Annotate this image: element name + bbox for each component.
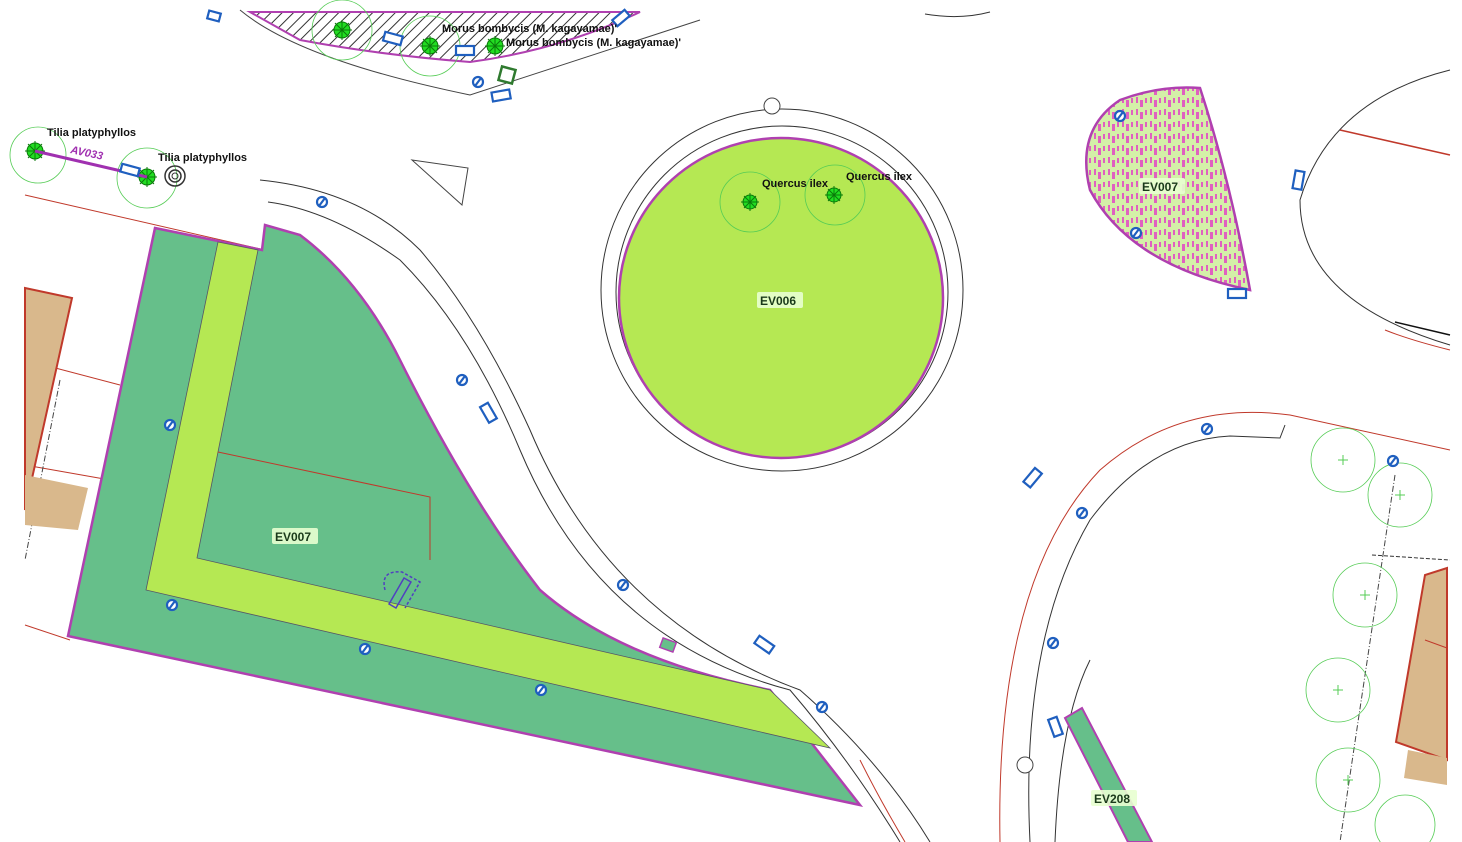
bin-icon <box>1075 506 1089 520</box>
bin-icon <box>315 195 329 209</box>
tree-labels: Morus bombycis (M. kagayamae)' Morus bom… <box>47 23 913 190</box>
bins[interactable] <box>163 75 1400 714</box>
bench-icon <box>1226 287 1248 300</box>
tree-symbol-icon[interactable] <box>825 186 843 204</box>
well-icon[interactable] <box>164 165 186 187</box>
bench-icon <box>1021 466 1044 490</box>
zone-ev208[interactable] <box>1063 706 1154 842</box>
tree-symbol-icon[interactable] <box>485 36 505 56</box>
bench-icon <box>1046 715 1065 739</box>
zone-code-label: EV007 <box>275 530 311 544</box>
zone-code-label: EV006 <box>760 294 796 308</box>
planter-icon[interactable] <box>496 64 518 86</box>
bin-icon <box>1200 422 1214 436</box>
zone-code-label: EV007 <box>1142 180 1178 194</box>
bin-icon <box>165 598 179 612</box>
tree-symbol-icon[interactable] <box>741 193 759 211</box>
tree-symbols[interactable] <box>25 20 843 211</box>
tree-label: Morus bombycis (M. kagayamae)' <box>442 23 617 35</box>
bin-icon <box>616 578 630 592</box>
tree-label: Quercus ilex <box>846 171 913 183</box>
bench-icon <box>490 88 513 103</box>
bin-icon <box>1129 226 1143 240</box>
tree-symbol-icon[interactable] <box>420 36 440 56</box>
benches[interactable] <box>118 8 1306 739</box>
bench-icon <box>205 9 223 23</box>
bin-icon <box>163 418 177 432</box>
bin-icon <box>1046 636 1060 650</box>
bench-icon <box>454 44 476 57</box>
bench-icon <box>752 634 776 655</box>
play-structure-icon[interactable] <box>383 571 422 610</box>
bin-icon <box>455 373 469 387</box>
bench-icon <box>1291 169 1306 192</box>
bench-icon <box>478 401 499 425</box>
bin-icon <box>1113 109 1127 123</box>
tree-label: Morus bombycis (M. kagayamae)' <box>506 37 681 49</box>
manhole-icon <box>1016 756 1034 774</box>
bin-icon <box>1386 454 1400 468</box>
bin-icon <box>815 700 829 714</box>
bin-icon <box>471 75 485 89</box>
tree-label: Quercus ilex <box>762 178 829 190</box>
bench-icon <box>118 162 142 178</box>
bin-icon <box>358 642 372 656</box>
tree-symbol-icon[interactable] <box>332 20 352 40</box>
zone-ev006-roundabout[interactable] <box>600 97 964 472</box>
zone-ev007-west[interactable] <box>66 223 864 807</box>
bench-icon <box>610 8 632 28</box>
bench-icon <box>381 30 405 47</box>
road-lines <box>24 9 1451 842</box>
zone-code-label: EV208 <box>1094 792 1130 806</box>
bin-icon <box>534 683 548 697</box>
tree-label: Tilia platyphyllos <box>47 127 136 139</box>
buildings <box>24 286 1448 785</box>
small-tree-crosses <box>1333 455 1405 785</box>
zone-labels: EV006 EV007 EV007 EV208 <box>272 178 1185 806</box>
tree-label: Tilia platyphyllos <box>158 152 247 164</box>
pit-icon <box>658 636 678 654</box>
